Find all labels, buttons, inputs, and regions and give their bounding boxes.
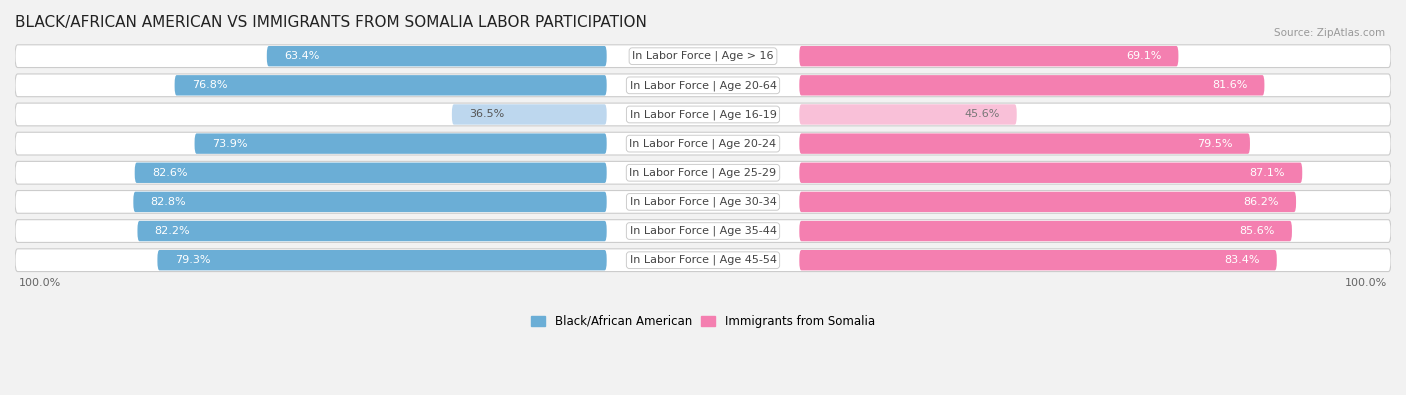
Text: 86.2%: 86.2% — [1243, 197, 1279, 207]
FancyBboxPatch shape — [451, 104, 606, 125]
Text: 85.6%: 85.6% — [1239, 226, 1275, 236]
Text: 83.4%: 83.4% — [1225, 255, 1260, 265]
Text: 63.4%: 63.4% — [284, 51, 319, 61]
FancyBboxPatch shape — [15, 103, 1391, 126]
Text: 79.5%: 79.5% — [1198, 139, 1233, 149]
FancyBboxPatch shape — [800, 134, 1250, 154]
Text: 45.6%: 45.6% — [965, 109, 1000, 119]
Text: 82.2%: 82.2% — [155, 226, 190, 236]
FancyBboxPatch shape — [174, 75, 606, 96]
Text: 81.6%: 81.6% — [1212, 80, 1247, 90]
Text: 100.0%: 100.0% — [18, 278, 60, 288]
Text: 76.8%: 76.8% — [191, 80, 228, 90]
Text: In Labor Force | Age 25-29: In Labor Force | Age 25-29 — [630, 167, 776, 178]
FancyBboxPatch shape — [15, 190, 1391, 213]
FancyBboxPatch shape — [15, 220, 1391, 243]
Text: 87.1%: 87.1% — [1250, 168, 1285, 178]
FancyBboxPatch shape — [267, 46, 606, 66]
FancyBboxPatch shape — [800, 46, 1178, 66]
FancyBboxPatch shape — [800, 163, 1302, 183]
Legend: Black/African American, Immigrants from Somalia: Black/African American, Immigrants from … — [526, 310, 880, 333]
FancyBboxPatch shape — [800, 221, 1292, 241]
Text: In Labor Force | Age 35-44: In Labor Force | Age 35-44 — [630, 226, 776, 236]
FancyBboxPatch shape — [15, 45, 1391, 68]
FancyBboxPatch shape — [194, 134, 606, 154]
Text: In Labor Force | Age 45-54: In Labor Force | Age 45-54 — [630, 255, 776, 265]
FancyBboxPatch shape — [800, 192, 1296, 212]
FancyBboxPatch shape — [800, 250, 1277, 271]
FancyBboxPatch shape — [138, 221, 606, 241]
Text: 69.1%: 69.1% — [1126, 51, 1161, 61]
FancyBboxPatch shape — [157, 250, 606, 271]
Text: In Labor Force | Age 30-34: In Labor Force | Age 30-34 — [630, 197, 776, 207]
FancyBboxPatch shape — [135, 163, 606, 183]
Text: 82.8%: 82.8% — [150, 197, 186, 207]
Text: 100.0%: 100.0% — [1346, 278, 1388, 288]
Text: BLACK/AFRICAN AMERICAN VS IMMIGRANTS FROM SOMALIA LABOR PARTICIPATION: BLACK/AFRICAN AMERICAN VS IMMIGRANTS FRO… — [15, 15, 647, 30]
Text: 79.3%: 79.3% — [174, 255, 209, 265]
Text: In Labor Force | Age 20-64: In Labor Force | Age 20-64 — [630, 80, 776, 90]
FancyBboxPatch shape — [15, 162, 1391, 184]
Text: Source: ZipAtlas.com: Source: ZipAtlas.com — [1274, 28, 1385, 38]
FancyBboxPatch shape — [134, 192, 606, 212]
Text: 73.9%: 73.9% — [212, 139, 247, 149]
FancyBboxPatch shape — [800, 75, 1264, 96]
FancyBboxPatch shape — [800, 104, 1017, 125]
FancyBboxPatch shape — [15, 74, 1391, 97]
Text: 82.6%: 82.6% — [152, 168, 187, 178]
Text: In Labor Force | Age > 16: In Labor Force | Age > 16 — [633, 51, 773, 62]
FancyBboxPatch shape — [15, 249, 1391, 271]
Text: In Labor Force | Age 16-19: In Labor Force | Age 16-19 — [630, 109, 776, 120]
Text: 36.5%: 36.5% — [470, 109, 505, 119]
FancyBboxPatch shape — [15, 132, 1391, 155]
Text: In Labor Force | Age 20-24: In Labor Force | Age 20-24 — [630, 138, 776, 149]
